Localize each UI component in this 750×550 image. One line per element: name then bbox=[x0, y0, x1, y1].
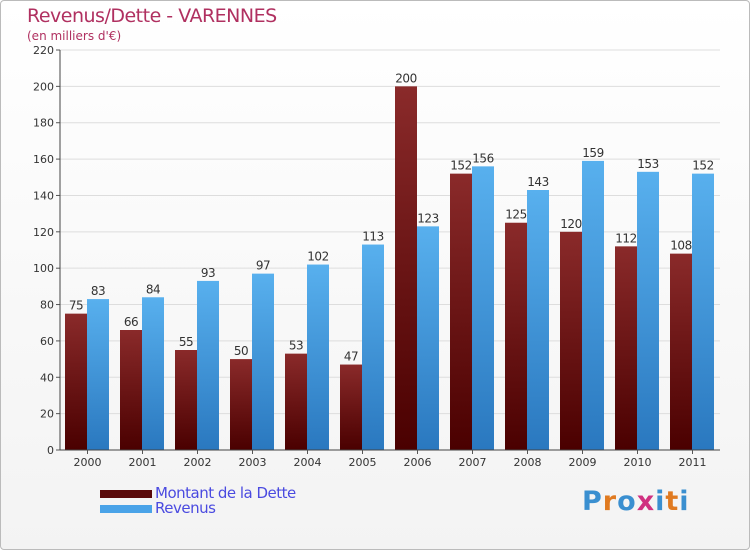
data-label-dette-2003: 50 bbox=[234, 344, 248, 358]
y-tick-label: 20 bbox=[40, 408, 54, 421]
bar-dette-2009 bbox=[560, 231, 582, 450]
chart-title: Revenus/Dette - VARENNES bbox=[27, 5, 277, 27]
bar-dette-2004 bbox=[285, 353, 307, 450]
y-tick-label: 160 bbox=[33, 153, 54, 166]
bar-dette-2002 bbox=[175, 350, 197, 450]
bar-revenus-2002 bbox=[197, 280, 219, 450]
bar-dette-2010 bbox=[615, 246, 637, 450]
x-tick-label: 2011 bbox=[679, 456, 707, 469]
data-label-dette-2001: 66 bbox=[124, 315, 138, 329]
bar-revenus-2003 bbox=[252, 273, 274, 450]
x-tick-label: 2007 bbox=[459, 456, 487, 469]
data-label-dette-2000: 75 bbox=[69, 299, 83, 313]
legend-swatch-revenus bbox=[100, 505, 152, 513]
data-label-dette-2002: 55 bbox=[179, 335, 193, 349]
data-label-revenus-2004: 102 bbox=[307, 250, 328, 264]
data-label-dette-2006: 200 bbox=[395, 71, 416, 85]
x-tick-label: 2008 bbox=[514, 456, 542, 469]
logo-letter: P bbox=[582, 486, 603, 517]
bar-revenus-2004 bbox=[307, 264, 329, 450]
data-label-revenus-2007: 156 bbox=[472, 151, 493, 165]
legend-label-revenus: Revenus bbox=[155, 499, 216, 517]
data-label-dette-2005: 47 bbox=[344, 350, 358, 364]
bar-revenus-2011 bbox=[692, 173, 714, 451]
bar-revenus-2010 bbox=[637, 171, 659, 450]
x-tick-label: 2005 bbox=[349, 456, 377, 469]
y-tick-label: 100 bbox=[33, 262, 54, 275]
x-tick-label: 2002 bbox=[184, 456, 212, 469]
y-tick-label: 80 bbox=[40, 299, 54, 312]
legend-label-dette: Montant de la Dette bbox=[155, 484, 296, 502]
y-tick-label: 40 bbox=[40, 371, 54, 384]
bar-revenus-2005 bbox=[362, 244, 384, 450]
x-tick-label: 2006 bbox=[404, 456, 432, 469]
legend-swatch-dette bbox=[100, 490, 152, 498]
data-label-revenus-2011: 152 bbox=[692, 159, 713, 173]
chart-subtitle: (en milliers d'€) bbox=[27, 29, 122, 43]
data-label-revenus-2000: 83 bbox=[91, 284, 105, 298]
bar-dette-2000 bbox=[65, 313, 87, 450]
logo-letter: i bbox=[655, 486, 666, 517]
logo-letter: t bbox=[665, 486, 680, 517]
data-label-revenus-2003: 97 bbox=[256, 259, 270, 273]
y-tick-label: 0 bbox=[47, 444, 54, 457]
bar-revenus-2006 bbox=[417, 226, 439, 450]
logo-letter: x bbox=[636, 486, 656, 517]
data-label-dette-2004: 53 bbox=[289, 339, 303, 353]
bar-dette-2005 bbox=[340, 364, 362, 450]
y-tick-label: 140 bbox=[33, 189, 54, 202]
data-label-revenus-2008: 143 bbox=[527, 175, 548, 189]
y-tick-label: 200 bbox=[33, 80, 54, 93]
bar-dette-2001 bbox=[120, 330, 142, 450]
bar-revenus-2001 bbox=[142, 297, 164, 450]
proxiti-logo: Proxiti bbox=[582, 486, 690, 517]
data-label-revenus-2005: 113 bbox=[362, 230, 383, 244]
x-tick-label: 2001 bbox=[129, 456, 157, 469]
bar-dette-2011 bbox=[670, 253, 692, 450]
data-label-revenus-2010: 153 bbox=[637, 157, 658, 171]
logo-letter: i bbox=[679, 486, 690, 517]
data-label-dette-2009: 120 bbox=[560, 217, 581, 231]
bar-dette-2008 bbox=[505, 222, 527, 450]
data-label-dette-2011: 108 bbox=[670, 239, 691, 253]
y-tick-label: 60 bbox=[40, 335, 54, 348]
data-label-dette-2008: 125 bbox=[505, 208, 526, 222]
data-label-revenus-2006: 123 bbox=[417, 211, 438, 225]
bar-dette-2003 bbox=[230, 359, 252, 450]
bar-dette-2007 bbox=[450, 173, 472, 451]
x-tick-label: 2000 bbox=[74, 456, 102, 469]
y-tick-label: 120 bbox=[33, 226, 54, 239]
bar-revenus-2008 bbox=[527, 190, 549, 450]
logo-letter: r bbox=[602, 486, 618, 517]
bar-revenus-2007 bbox=[472, 166, 494, 450]
data-label-dette-2007: 152 bbox=[450, 159, 471, 173]
data-label-revenus-2002: 93 bbox=[201, 266, 215, 280]
y-tick-label: 220 bbox=[33, 44, 54, 57]
logo-letter: o bbox=[617, 486, 637, 517]
data-label-dette-2010: 112 bbox=[615, 231, 636, 245]
x-tick-label: 2004 bbox=[294, 456, 322, 469]
x-tick-label: 2010 bbox=[624, 456, 652, 469]
bar-revenus-2009 bbox=[582, 160, 604, 450]
x-tick-label: 2003 bbox=[239, 456, 267, 469]
bar-dette-2006 bbox=[395, 86, 417, 450]
bar-revenus-2000 bbox=[87, 299, 109, 450]
y-tick-label: 180 bbox=[33, 117, 54, 130]
data-label-revenus-2009: 159 bbox=[582, 146, 603, 160]
x-tick-label: 2009 bbox=[569, 456, 597, 469]
data-label-revenus-2001: 84 bbox=[146, 282, 160, 296]
